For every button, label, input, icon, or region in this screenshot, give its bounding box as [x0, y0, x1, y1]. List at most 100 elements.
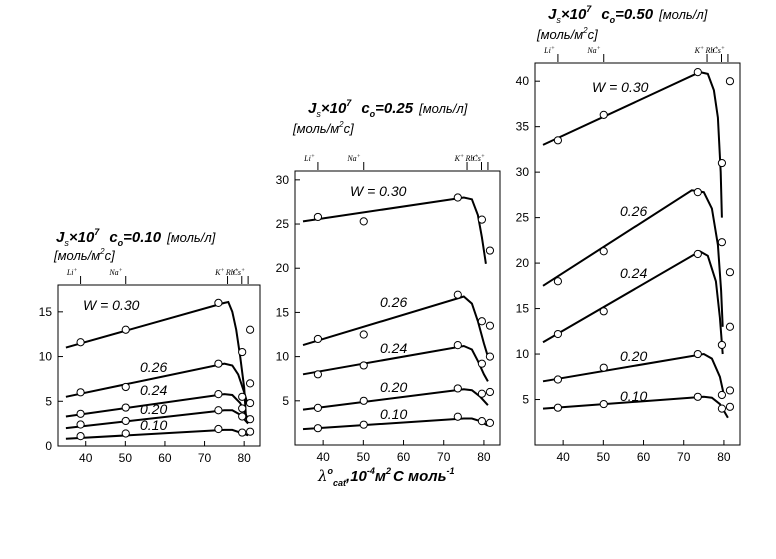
chart-panel-2: Js×107 co=0.25 [моль/л] [моль/м2c] 40 50 60 70 8…	[276, 98, 501, 464]
series-line	[65, 300, 248, 420]
data-point	[485, 418, 495, 428]
x-tick-label: 40	[316, 450, 330, 464]
series-3: 0.24	[302, 340, 495, 382]
series-label: 0.26	[140, 359, 167, 375]
y-tick-label: 15	[516, 302, 530, 316]
series-4: 0.20	[302, 379, 495, 412]
series-line	[542, 352, 725, 396]
data-point	[121, 429, 130, 438]
x-label-exp2: 2	[385, 466, 391, 476]
series-label: W = 0.30	[83, 297, 140, 313]
data-point	[359, 217, 368, 226]
y-tick-label: 5	[522, 393, 529, 407]
x-tick-label: 50	[119, 451, 133, 465]
data-point	[453, 412, 462, 421]
y-tick-label: 30	[516, 165, 530, 179]
title-times: ×10	[69, 229, 95, 246]
data-point	[121, 416, 130, 426]
chart-panel-3: Js×107 co=0.50 [моль/л] [моль/м2c] 40 50 60 70 8…	[516, 4, 741, 464]
data-point	[359, 396, 368, 405]
y-tick-label: 10	[276, 350, 290, 364]
title-unit: [моль/л]	[418, 101, 468, 116]
y-tick-label: 15	[39, 305, 53, 319]
x-label-text1: ,10	[345, 468, 368, 485]
x-tick-label: 80	[717, 450, 731, 464]
ion-label-li: Li+	[66, 268, 78, 277]
series-line	[302, 344, 489, 382]
data-point	[121, 403, 130, 412]
data-point	[693, 392, 702, 401]
title-j: J	[56, 229, 65, 246]
x-tick-label: 70	[437, 450, 451, 464]
data-point	[76, 388, 85, 397]
data-point	[485, 246, 495, 255]
data-point	[359, 361, 368, 370]
y-tick-label: 25	[516, 211, 530, 225]
ion-label-rb: Rb+	[225, 268, 239, 277]
title-c-sub: o	[118, 238, 124, 248]
ion-label-li: Li+	[303, 154, 315, 163]
title-j-sub: s	[64, 238, 69, 248]
title-unit: [моль/л]	[658, 7, 708, 22]
series-label: W = 0.30	[350, 183, 407, 199]
y-tick-label: 20	[516, 256, 530, 270]
series-line	[302, 295, 489, 357]
ion-label-k: K+	[454, 154, 464, 163]
x-label-sup: o	[328, 466, 334, 476]
series-label: 0.10	[380, 406, 407, 422]
x-label-sub: cat	[333, 478, 347, 488]
data-point	[121, 325, 130, 334]
title-exp: 7	[586, 4, 592, 14]
y-label-exp: 2	[582, 26, 588, 35]
series-line	[542, 189, 724, 327]
data-point	[238, 404, 247, 413]
data-point	[245, 379, 255, 388]
data-point	[313, 403, 323, 412]
series-label: 0.20	[380, 379, 407, 395]
y-label-a: [моль/м	[536, 27, 583, 42]
plot-frame	[294, 170, 501, 446]
y-label-exp: 2	[338, 120, 344, 129]
shared-x-axis-label: λo cat,10-4м2 С моль-1	[317, 466, 455, 488]
y-label-a: [моль/м	[53, 248, 100, 263]
x-tick-label: 40	[79, 451, 93, 465]
ion-label-rb: Rb+	[705, 46, 719, 55]
y-tick-label: 10	[516, 347, 530, 361]
title-j-sub: s	[316, 109, 321, 119]
data-point	[693, 188, 702, 197]
data-point	[214, 298, 223, 307]
data-point	[214, 406, 223, 415]
ion-label-na: Na+	[108, 268, 122, 277]
y-tick-label: 30	[276, 173, 290, 187]
data-point	[725, 402, 735, 411]
data-point	[599, 399, 608, 409]
title-unit: [моль/л]	[166, 230, 216, 245]
data-point	[693, 349, 702, 359]
y-tick-label: 10	[39, 350, 53, 364]
series-label: W = 0.30	[592, 79, 649, 95]
chart-panel-1: Js×107 co=0.10 [моль/л][моль/м2c]40 50 60 70 8…	[39, 227, 261, 465]
y-tick-label: 5	[45, 394, 52, 408]
series-line	[302, 196, 487, 264]
series-line	[302, 388, 489, 411]
y-tick-label: 25	[276, 217, 290, 231]
series-2: 0.26	[65, 359, 255, 407]
y-label-exp: 2	[99, 247, 105, 256]
data-point	[121, 382, 130, 392]
data-point	[238, 347, 247, 357]
series-label: 0.24	[140, 382, 167, 398]
plot-frame	[57, 284, 261, 447]
title-c-sub: o	[610, 15, 616, 25]
ion-label-cs: Cs+	[233, 268, 246, 277]
data-point	[477, 359, 487, 368]
title-c-value: =0.25	[375, 100, 414, 117]
ion-label-k: K+	[214, 268, 224, 277]
y-axis-label: [моль/м2c]	[53, 247, 115, 263]
title-c: c	[361, 100, 370, 117]
data-point	[245, 398, 255, 408]
data-point	[485, 387, 495, 397]
title-c-value: =0.10	[123, 229, 162, 246]
y-axis-label: [моль/м2c]	[292, 120, 354, 136]
chart-title: Js×107 co=0.10 [моль/л]	[56, 227, 216, 248]
ion-label-k: K+	[694, 46, 704, 55]
